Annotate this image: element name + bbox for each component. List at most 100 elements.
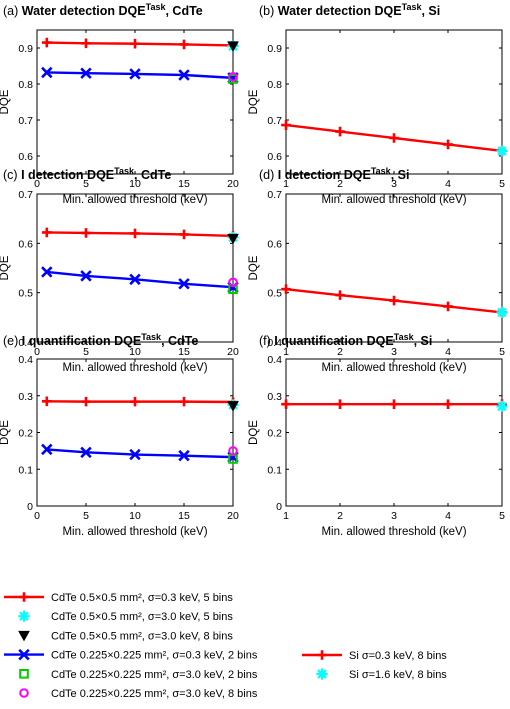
panel-e-point-cdte0225_s30_8-shape — [228, 446, 238, 456]
panel-e-point-cdte05_s30_8 — [227, 401, 239, 412]
panel-c-ytick-label: 0.5 — [18, 288, 33, 300]
panel-f-point-si_s16_8-shape — [496, 400, 508, 413]
panel-c-point-cdte0225_s03_2 — [80, 270, 92, 282]
panel-c-panel-label: (c) — [3, 168, 21, 182]
panel-c-xlabel: Min. allowed threshold (keV) — [62, 362, 207, 374]
panel-e-ylabel: DQE — [0, 420, 11, 445]
panel-a-panel-label: (a) — [3, 4, 22, 18]
panel-c-ytick-label: 0.6 — [18, 238, 33, 250]
legend-left-swatch-marker-shape — [19, 592, 29, 602]
panel-e-ytick-label: 0.2 — [18, 428, 33, 440]
panel-e-line-cdte05_s03_5 — [46, 400, 234, 404]
panel-c-point-cdte05_s03_5-shape — [81, 228, 91, 238]
panel-c-point-cdte0225_s03_2-shape — [178, 278, 190, 290]
panel-e-point-cdte0225_s03_2 — [41, 443, 53, 456]
panel-d-xtick-label: 1 — [283, 346, 289, 358]
panel-b-ytick-label: 0.7 — [267, 115, 282, 127]
panel-c-point-cdte0225_s03_2 — [41, 266, 53, 278]
panel-d-axes-box — [285, 193, 503, 343]
panel-e-point-cdte05_s03_5-shape — [179, 396, 189, 407]
panel-d-point-si_s03_8-shape — [335, 290, 345, 300]
panel-e-point-cdte05_s03_5-shape — [42, 396, 52, 407]
panel-f-axes-box — [285, 358, 503, 507]
panel-b-title-sup: Task — [402, 2, 423, 12]
panel-f-ytick-label: 0 — [276, 501, 282, 513]
panel-b-xtick-label: 3 — [391, 178, 397, 190]
panel-e-ytick-label: 0.1 — [18, 464, 33, 476]
legend-left-swatch-marker — [18, 610, 30, 622]
panel-e-point-cdte05_s03_5-shape — [81, 396, 91, 407]
panel-f-ytick-label: 0.2 — [267, 428, 282, 440]
panel-b-point-si_s16_8-shape — [496, 145, 508, 157]
panel-c-point-cdte0225_s03_2-shape — [129, 273, 141, 286]
panel-b-title: (b) Water detection DQETask, Si — [259, 2, 440, 18]
panel-c-axes-box — [36, 193, 234, 343]
panel-a-point-cdte0225_s03_2 — [178, 69, 190, 81]
legend-right-label: Si σ=1.6 keV, 8 bins — [349, 669, 447, 681]
panel-d-ytick-label: 0.4 — [267, 337, 282, 349]
panel-f-point-si_s03_8-shape — [389, 399, 399, 410]
panel-c-series-cdte05_s30_8 — [227, 233, 239, 245]
panel-d-point-si_s03_8 — [281, 284, 291, 295]
panel-a-point-cdte05_s03_5 — [179, 39, 189, 50]
panel-f-ylabel: DQE — [248, 420, 260, 445]
panel-c-title: (c) I detection DQETask, CdTe — [3, 166, 171, 182]
panel-e-title: (e) I quantification DQETask, CdTe — [3, 332, 198, 348]
legend-left-swatch-marker-shape — [18, 648, 30, 661]
panel-d-xtick-label: 3 — [391, 346, 397, 358]
panel-b-xtick-label: 1 — [283, 178, 289, 190]
panel-e-title-tail: , CdTe — [161, 334, 198, 348]
panel-f-point-si_s03_8-shape — [281, 399, 291, 410]
panel-e-ytick-label: 0 — [27, 501, 33, 513]
panel-a-point-cdte05_s30_8 — [227, 41, 239, 52]
panel-b-point-si_s03_8 — [389, 133, 399, 143]
panel-e-panel-label: (e) — [3, 334, 22, 348]
panel-d-point-si_s03_8 — [389, 295, 399, 306]
panel-e-xtick-label: 0 — [34, 510, 40, 522]
panel-a-title-sup: Task — [146, 2, 167, 12]
panel-b-title-text: Water detection DQE — [278, 4, 402, 18]
panel-a-point-cdte0225_s03_2 — [80, 67, 92, 79]
legend-left-label: CdTe 0.5×0.5 mm², σ=3.0 keV, 8 bins — [51, 630, 233, 642]
panel-f-title: (f) I quantification DQETask, Si — [259, 332, 432, 348]
panel-a-point-cdte0225_s03_2-shape — [178, 69, 190, 81]
legend-left-entry: CdTe 0.225×0.225 mm², σ=3.0 keV, 8 bins — [19, 688, 258, 700]
panel-a-point-cdte0225_s03_2-shape — [129, 68, 141, 80]
panel-d-point-si_s03_8 — [335, 290, 345, 300]
panel-b-ytick-label: 0.8 — [267, 79, 282, 91]
panel-b-xtick-label: 2 — [337, 178, 343, 190]
panel-a-point-cdte05_s03_5 — [42, 37, 52, 48]
panel-b-point-si_s03_8 — [443, 139, 453, 150]
legend-left-swatch-marker-shape — [18, 610, 30, 622]
panel-e-point-cdte0225_s03_2-shape — [80, 446, 92, 459]
panel-d-point-si_s03_8 — [443, 301, 453, 312]
panel-c-point-cdte05_s03_5 — [42, 227, 52, 238]
panel-f-xtick-label: 5 — [499, 510, 505, 522]
panel-e-point-cdte0225_s03_2 — [178, 449, 190, 462]
panel-f-point-si_s16_8 — [496, 400, 508, 413]
panel-b-point-si_s16_8 — [496, 145, 508, 157]
panel-d-series-si_s16_8 — [496, 306, 508, 318]
panel-a-title-text: Water detection DQE — [22, 4, 146, 18]
panel-c-xtick-label: 20 — [227, 346, 239, 358]
legend-right-swatch-marker-shape — [317, 650, 327, 660]
panel-a-point-cdte05_s03_5-shape — [42, 37, 52, 48]
panel-c-point-cdte0225_s03_2-shape — [41, 266, 53, 278]
panel-d-title: (d) I detection DQETask, Si — [259, 166, 409, 182]
panel-c-title-text: I detection DQE — [21, 168, 114, 182]
panel-e-series-cdte05_s30_8 — [227, 401, 239, 412]
panel-e-ytick-label: 0.4 — [18, 354, 33, 366]
panel-d-point-si_s16_8 — [496, 306, 508, 318]
panel-d-point-si_s16_8-shape — [496, 306, 508, 318]
panel-b-point-si_s03_8-shape — [281, 120, 291, 130]
panel-b-ytick-label: 0.9 — [267, 43, 282, 55]
panel-a-point-cdte05_s03_5-shape — [130, 38, 140, 49]
panel-e-point-cdte0225_s03_2-shape — [178, 449, 190, 462]
panel-d-panel-label: (d) — [259, 168, 278, 182]
panel-f-ytick-label: 0.4 — [267, 354, 282, 366]
panel-b-point-si_s03_8-shape — [335, 126, 345, 137]
panel-a-series-cdte0225_s30_8 — [228, 72, 238, 82]
legend-left-swatch-marker — [19, 688, 29, 698]
panel-a-line-cdte05_s03_5 — [46, 41, 234, 47]
legend-left-swatch-marker — [19, 592, 29, 602]
